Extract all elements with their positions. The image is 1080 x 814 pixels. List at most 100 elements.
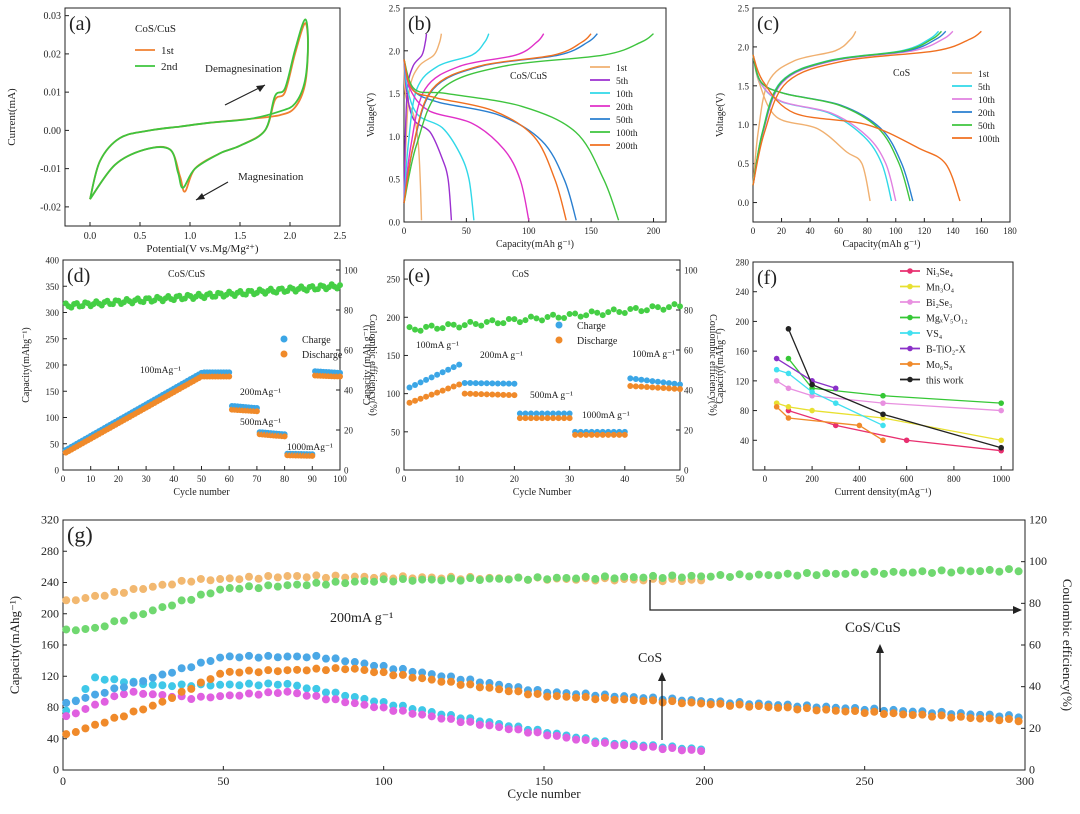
legend-label: 2nd <box>161 61 178 73</box>
cycle-point <box>341 579 350 588</box>
efficiency-point <box>456 324 463 331</box>
series-line <box>787 328 1002 449</box>
efficiency-point <box>660 306 667 313</box>
cycle-point <box>235 575 244 584</box>
cycle-point <box>244 666 253 675</box>
cycle-point <box>697 572 706 581</box>
series-point <box>832 422 839 429</box>
cycle-point <box>783 569 792 578</box>
legend-marker <box>907 268 913 274</box>
x-tick-label: 1.0 <box>184 231 197 242</box>
y2-tick-label: 100 <box>684 266 698 276</box>
cycle-point <box>485 683 494 692</box>
cycle-point <box>851 568 860 577</box>
series-point <box>880 411 886 418</box>
cycle-point <box>81 704 90 713</box>
y-tick-label: 0 <box>396 466 401 476</box>
x-tick-label: 50 <box>197 474 207 484</box>
cycle-point <box>273 680 282 689</box>
panel-c: 0 20 40 60 80 100 120 140 160 180 0.0 0.5 1.0 1.5 2.0 2… <box>715 4 1017 251</box>
cycle-point <box>514 687 523 696</box>
cycle-point <box>572 693 581 702</box>
cycle-point <box>985 714 994 723</box>
efficiency-point <box>412 326 419 333</box>
panel-label: (g) <box>67 522 93 547</box>
series-point <box>785 326 792 332</box>
rate-label: 500mA g⁻¹ <box>530 391 573 401</box>
charge-point <box>439 369 446 376</box>
x-tick-label: 100 <box>889 226 903 236</box>
cycle-point <box>418 668 427 677</box>
cycle-point <box>649 696 658 705</box>
y2-tick-label: 0 <box>344 466 349 476</box>
cycle-point <box>293 652 302 661</box>
cycle-point <box>331 664 340 673</box>
cycle-point <box>995 716 1004 725</box>
cycle-point <box>879 569 888 578</box>
discharge-point <box>478 391 485 398</box>
cycle-point <box>81 625 90 634</box>
discharge-point <box>434 389 441 396</box>
cycle-point <box>956 566 965 575</box>
cycle-point <box>254 681 263 690</box>
panel-label: (a) <box>69 13 91 35</box>
charge-point <box>511 380 518 387</box>
cycle-point <box>899 568 908 577</box>
cycle-point <box>793 705 802 714</box>
panel-g: 0 50 100 150 200 250 3000408012016020024028032… <box>7 513 1075 802</box>
cycle-point <box>879 710 888 719</box>
cycle-point <box>562 692 571 701</box>
efficiency-point <box>677 303 683 310</box>
cycle-point <box>629 573 638 582</box>
discharge-point <box>439 387 446 394</box>
annotation-cos: CoS <box>638 651 662 666</box>
x-tick-label: 200 <box>695 774 713 788</box>
cycle-point <box>158 697 167 706</box>
cycle-point <box>283 581 292 590</box>
efficiency-point <box>511 316 518 323</box>
series-point <box>856 422 863 429</box>
cycle-point <box>706 700 715 709</box>
discharge-curve <box>403 59 530 221</box>
charge-point <box>550 410 557 417</box>
legend-marker <box>907 283 913 290</box>
y-tick-label: 0.03 <box>44 11 62 22</box>
y-tick-label: 100 <box>46 413 60 423</box>
x-tick-label: 20 <box>114 474 124 484</box>
y-axis-label: Capacity(mAhg⁻¹) <box>715 328 726 403</box>
cycle-point <box>244 651 253 660</box>
discharge-curve <box>403 59 567 221</box>
charge-curve <box>403 33 428 204</box>
y-tick-label: 0 <box>55 466 60 476</box>
charge-point <box>494 380 501 387</box>
discharge-point <box>539 415 545 422</box>
y2-axis-label: Coulombic efficiency(%) <box>367 314 378 416</box>
cycle-point <box>264 651 273 660</box>
y2-axis-label: Coulombic efficiency(%) <box>707 314 718 416</box>
cycle-point <box>966 567 975 576</box>
series-point <box>998 444 1004 451</box>
cycle-point <box>302 666 311 675</box>
legend-label: 50th <box>978 122 995 132</box>
panel-title: CoS/CuS <box>168 269 205 280</box>
discharge-curve <box>403 59 423 221</box>
cycle-point <box>716 699 725 708</box>
cycle-point <box>831 706 840 715</box>
legend-marker <box>907 345 913 352</box>
x-tick-label: 150 <box>535 774 553 788</box>
cycle-point <box>312 691 321 700</box>
cycle-point <box>302 653 311 662</box>
cycle-point <box>119 690 128 699</box>
cycle-point <box>321 580 330 589</box>
cycle-point <box>639 743 648 752</box>
cycle-point <box>947 713 956 722</box>
cycle-point <box>370 661 379 670</box>
cycle-point <box>543 731 552 740</box>
series-line <box>788 409 1002 452</box>
series-point <box>773 404 780 410</box>
y-tick-label: 200 <box>387 313 401 323</box>
charge-point <box>654 378 661 385</box>
y-axis-label: Voltage(V) <box>366 93 377 137</box>
rate-label: 500mAg⁻¹ <box>240 418 281 428</box>
